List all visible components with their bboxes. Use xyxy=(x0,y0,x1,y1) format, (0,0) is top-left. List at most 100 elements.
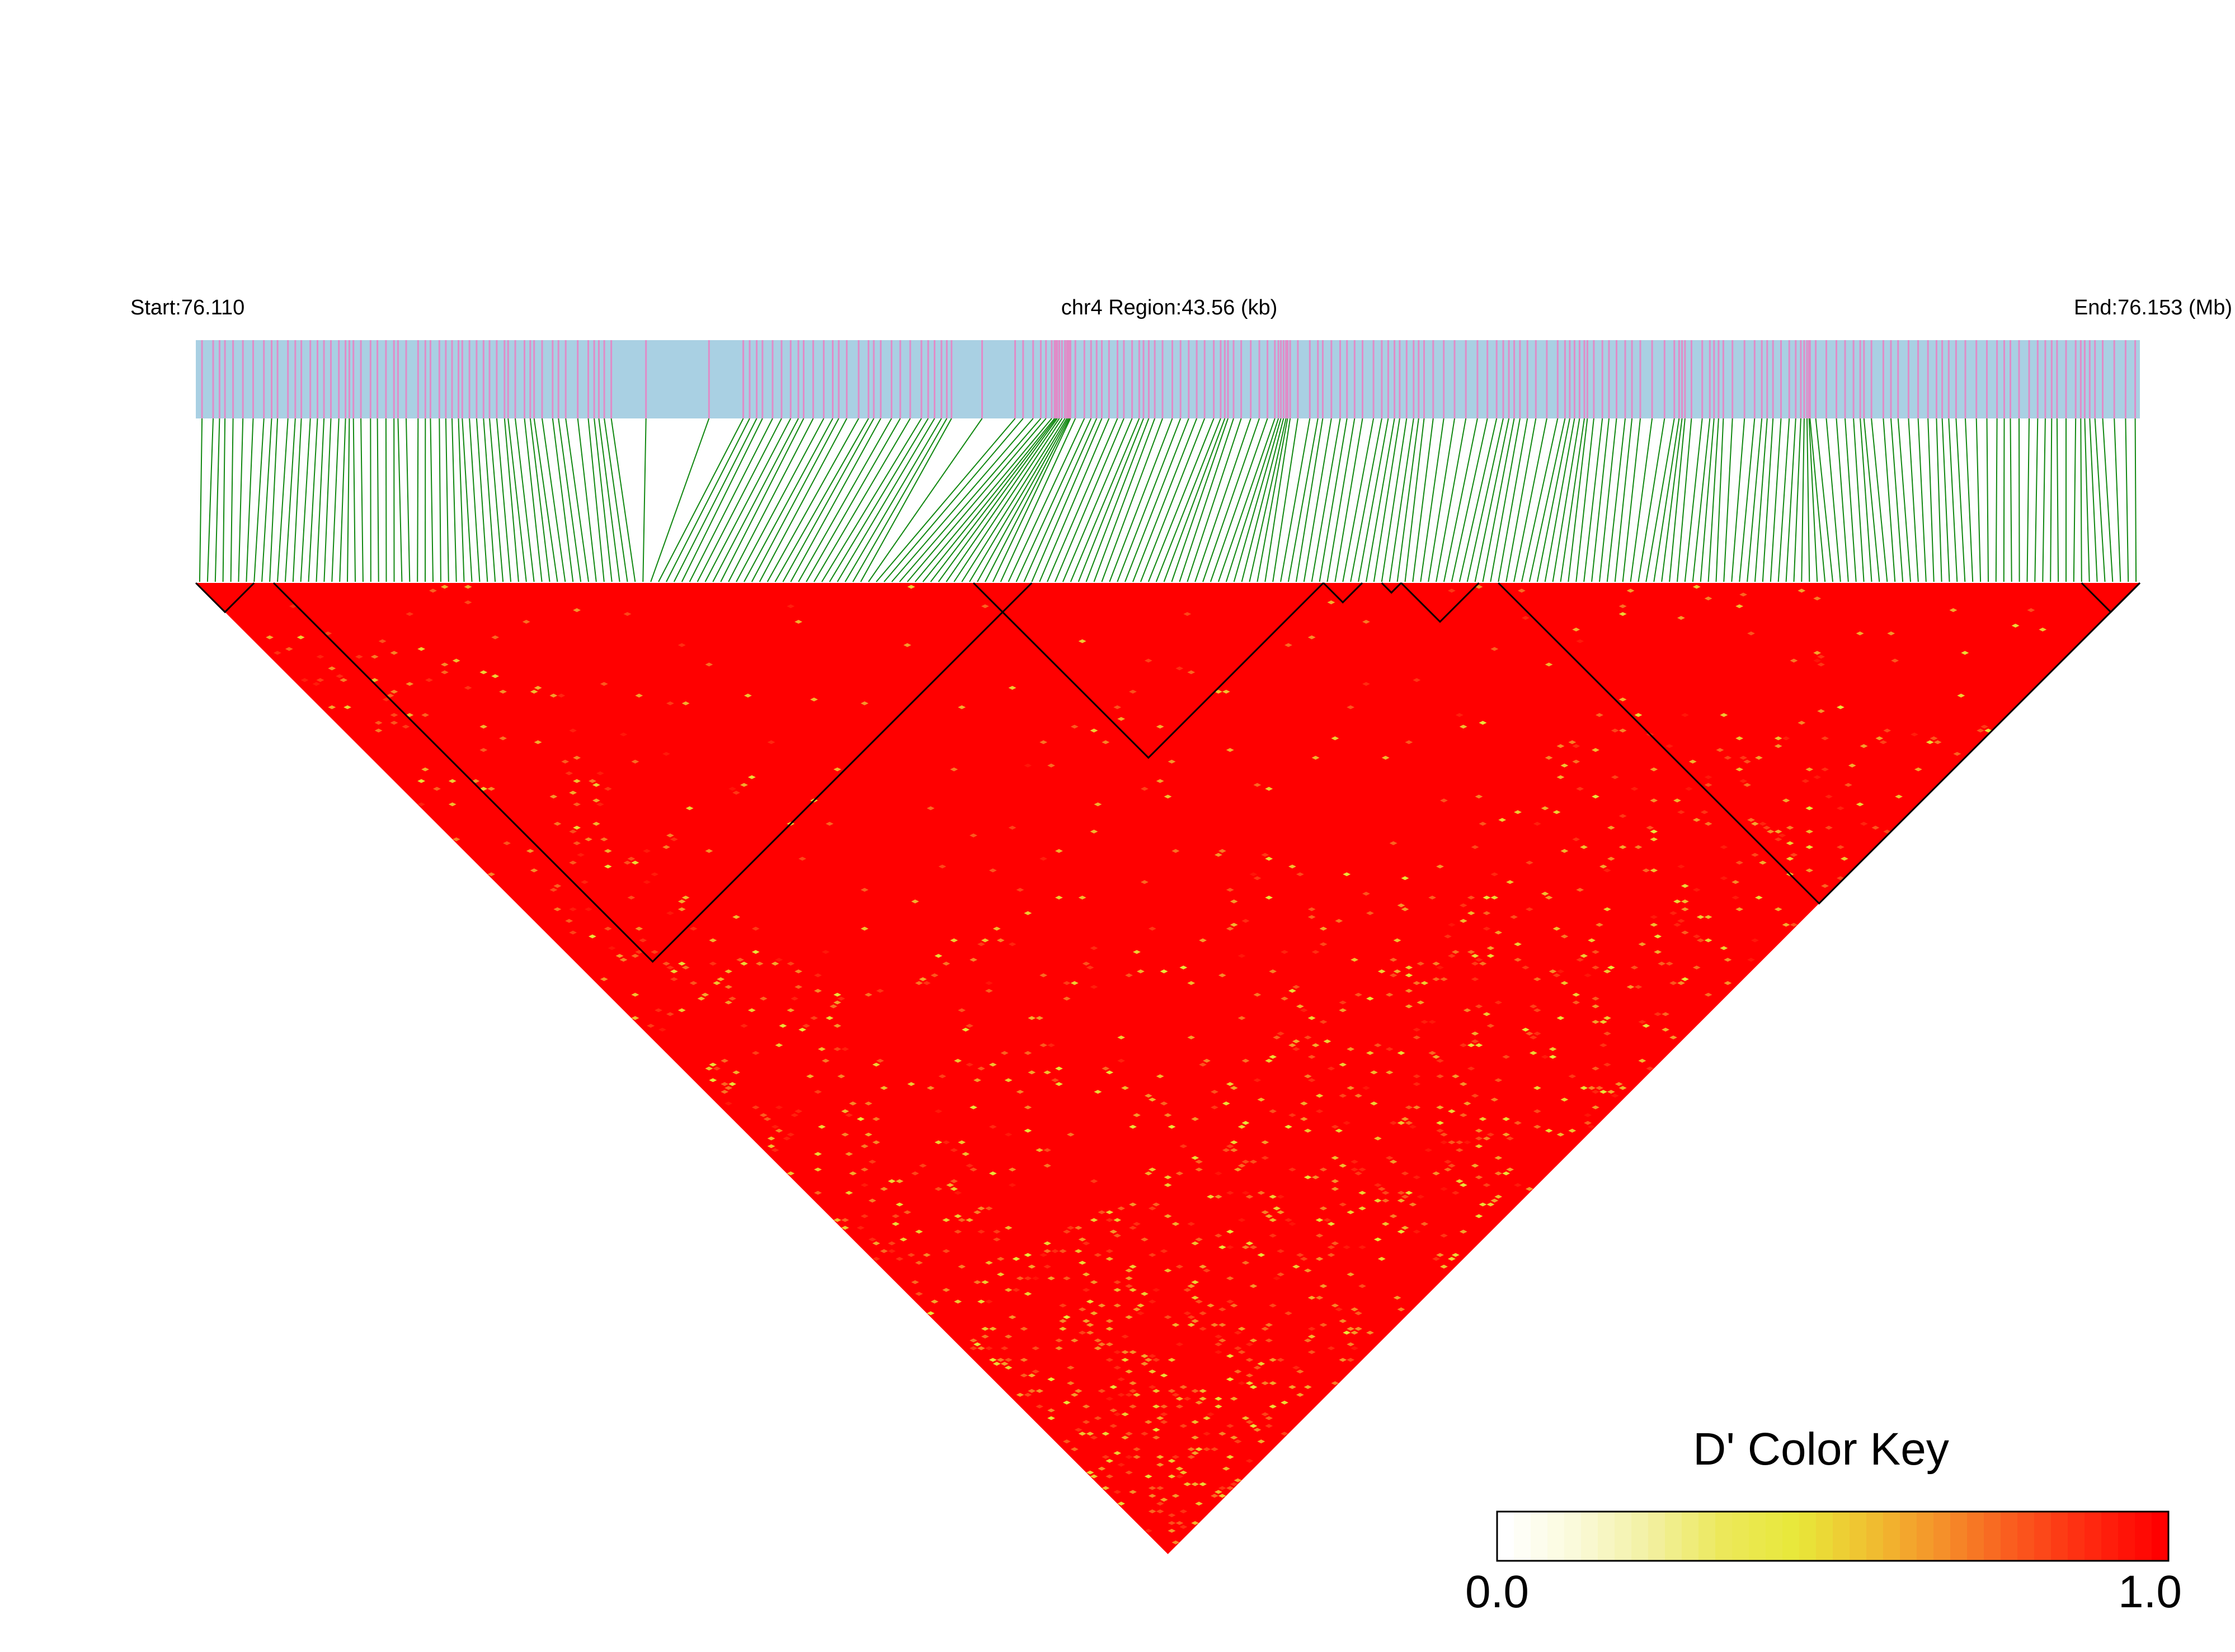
ld-cell xyxy=(1179,965,1188,969)
ld-cell xyxy=(751,950,760,954)
snp-connector xyxy=(462,418,473,582)
ld-cell xyxy=(775,1105,783,1109)
ld-cell xyxy=(1175,1264,1184,1269)
ld-cell xyxy=(1218,1307,1226,1311)
ld-cell xyxy=(1241,1190,1250,1195)
snp-connector xyxy=(1000,418,1076,582)
ld-cell xyxy=(1475,1004,1483,1009)
snp-tick xyxy=(1058,340,1060,418)
ld-cell xyxy=(1704,783,1712,787)
ld-cell xyxy=(685,806,694,811)
snp-connector xyxy=(577,418,597,582)
snp-track-background xyxy=(196,340,2140,418)
ld-cell xyxy=(1389,1214,1398,1218)
ld-cell xyxy=(1113,1303,1122,1308)
color-key-segment xyxy=(1984,1512,2001,1561)
ld-cell xyxy=(1109,1424,1118,1428)
ld-cell xyxy=(643,880,651,884)
ld-cell xyxy=(977,1230,985,1234)
ld-cell xyxy=(1552,810,1561,815)
ld-cell xyxy=(724,969,733,973)
ld-cell xyxy=(1307,907,1316,911)
snp-tick xyxy=(1678,340,1680,418)
ld-cell xyxy=(1347,1210,1355,1215)
ld-cell xyxy=(1004,1078,1013,1082)
ld-cell xyxy=(1226,1354,1234,1358)
ld-cell xyxy=(1241,1260,1250,1265)
ld-cell xyxy=(1758,860,1767,865)
ld-cell xyxy=(1856,802,1864,807)
ld-cell xyxy=(1432,977,1440,981)
ld-cell xyxy=(880,1187,888,1191)
ld-cell xyxy=(985,989,993,993)
ld-cell xyxy=(1459,1082,1467,1086)
ld-cell xyxy=(759,1113,768,1117)
ld-cell xyxy=(1626,985,1635,989)
ld-cell xyxy=(1020,1326,1028,1331)
ld-cell xyxy=(950,1148,958,1152)
ld-cell xyxy=(1510,915,1518,919)
snp-tick xyxy=(597,340,600,418)
ld-cell xyxy=(274,651,281,655)
ld-cell xyxy=(860,1144,869,1149)
ld-cell xyxy=(705,849,713,853)
color-key-segment xyxy=(1715,1512,1733,1561)
ld-cell xyxy=(1109,1385,1118,1389)
snp-connector xyxy=(1008,418,1085,582)
ld-cell xyxy=(1735,736,1744,741)
ld-cell xyxy=(1685,787,1693,791)
ld-cell xyxy=(522,619,530,624)
snp-connector xyxy=(483,418,496,582)
ld-cell xyxy=(1335,1128,1343,1133)
ld-cell xyxy=(1191,1436,1199,1440)
snp-connector xyxy=(2003,418,2005,582)
snp-tick xyxy=(1123,340,1125,418)
ld-cell xyxy=(631,759,639,764)
ld-cell xyxy=(1568,1074,1577,1079)
ld-cell xyxy=(1307,1350,1316,1354)
ld-cell xyxy=(573,756,581,760)
ld-cell xyxy=(1347,1358,1355,1362)
ld-cell xyxy=(841,1132,849,1137)
ld-cell xyxy=(374,728,383,733)
color-key-max-label: 1.0 xyxy=(2118,1566,2182,1617)
ld-cell xyxy=(1739,756,1748,760)
ld-cell xyxy=(751,1051,760,1055)
ld-cell xyxy=(1207,1303,1215,1308)
snp-tick xyxy=(1387,340,1389,418)
ld-cell xyxy=(989,1171,997,1175)
ld-cell xyxy=(390,689,398,694)
ld-cell xyxy=(888,1241,896,1245)
ld-cell xyxy=(845,1152,853,1156)
snp-connector xyxy=(774,418,869,582)
ld-cell xyxy=(1490,895,1499,900)
ld-cell xyxy=(1335,1307,1343,1311)
ld-cell xyxy=(1844,783,1852,787)
ld-cell xyxy=(1125,1276,1133,1281)
snp-connector xyxy=(469,418,481,582)
snp-tick xyxy=(1535,340,1537,418)
ld-cell xyxy=(569,790,577,795)
ld-cell xyxy=(1576,787,1584,791)
ld-cell xyxy=(1113,1280,1122,1284)
ld-cell xyxy=(1443,1160,1452,1164)
ld-cell xyxy=(833,767,841,771)
ld-cell xyxy=(499,689,507,694)
ld-cell xyxy=(1417,962,1425,966)
ld-cell xyxy=(1599,1043,1607,1047)
ld-cell xyxy=(919,1164,927,1168)
ld-cell xyxy=(1588,1124,1596,1129)
ld-cell xyxy=(1681,899,1689,903)
ld-cell xyxy=(821,950,830,954)
ld-cell xyxy=(382,697,390,702)
snp-tick xyxy=(789,340,792,418)
ld-cell xyxy=(1253,1078,1262,1082)
ld-cell xyxy=(942,1218,951,1222)
snp-tick xyxy=(1836,340,1837,418)
ld-cell xyxy=(1588,938,1596,943)
ld-cell xyxy=(390,713,398,717)
snp-tick xyxy=(476,340,478,418)
ld-cell xyxy=(1113,705,1122,709)
ld-cell xyxy=(1261,853,1269,857)
ld-cell xyxy=(1024,1105,1032,1109)
